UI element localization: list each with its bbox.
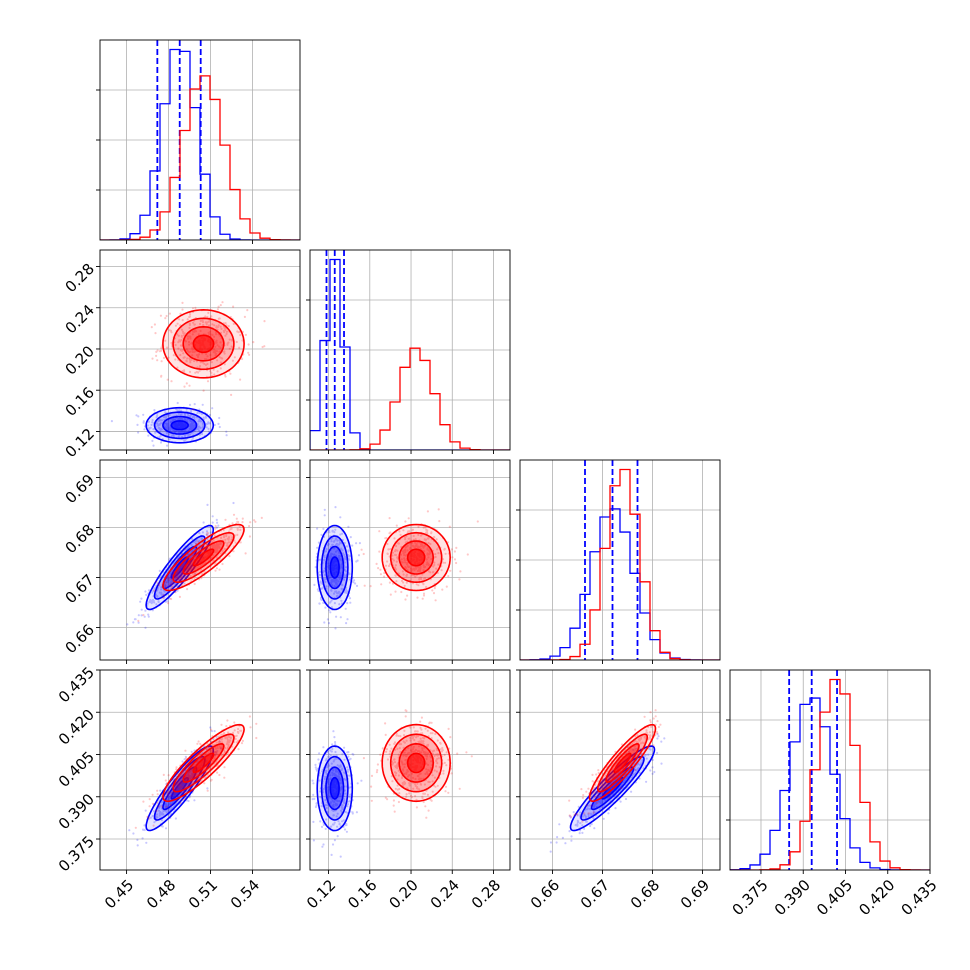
x-tick-label: 0.45 [101, 876, 137, 912]
diag-panel-1 [306, 249, 511, 454]
x-tick-label: 0.375 [729, 876, 772, 919]
y-tick-label: 0.69 [62, 471, 98, 507]
contour-level-0 [170, 420, 189, 431]
x-tick-label: 0.16 [344, 876, 380, 912]
diag-panel-0 [96, 39, 301, 244]
histogram-series-1 [310, 347, 510, 450]
contour-level-0 [329, 776, 340, 800]
panel-2-0 [96, 459, 301, 664]
histogram-series-0 [730, 697, 930, 870]
x-tick-label: 0.54 [227, 876, 263, 912]
y-tick-label: 0.390 [55, 790, 98, 833]
panel-plot-area [100, 460, 300, 660]
panel-plot-area [310, 670, 510, 870]
x-tick-label: 0.20 [385, 876, 421, 912]
panel-1-0 [96, 249, 301, 454]
diag-panel-3 [726, 669, 931, 874]
y-tick-label: 0.20 [62, 342, 98, 378]
x-tick-label: 0.48 [143, 876, 179, 912]
x-tick-label: 0.390 [771, 876, 814, 919]
x-tick-label: 0.67 [577, 876, 613, 912]
panel-plot-area [100, 40, 300, 240]
panel-plot-area [310, 460, 510, 660]
x-tick-label: 0.24 [427, 876, 463, 912]
x-tick-label: 0.66 [527, 876, 563, 912]
panel-frame [519, 669, 721, 871]
contour-level-1 [192, 548, 215, 567]
x-tick-label: 0.51 [185, 876, 221, 912]
y-tick-label: 0.67 [62, 571, 98, 607]
panel-frame [99, 459, 301, 661]
y-tick-label: 0.28 [62, 260, 98, 296]
y-tick-label: 0.68 [62, 521, 98, 557]
y-tick-label: 0.12 [62, 425, 98, 461]
x-tick-label: 0.420 [855, 876, 898, 919]
panel-3-2 [516, 669, 721, 874]
panel-frame [309, 459, 511, 661]
panel-plot-area [100, 670, 300, 870]
contour-level-1 [406, 548, 426, 567]
panel-3-0 [96, 669, 301, 874]
panel-plot-area [520, 460, 720, 660]
panel-3-1 [306, 669, 511, 874]
y-tick-label: 0.16 [62, 383, 98, 419]
panel-plot-area [310, 250, 510, 450]
panel-frame [99, 669, 301, 871]
y-tick-label: 0.375 [55, 832, 98, 875]
y-tick-label: 0.420 [55, 706, 98, 749]
y-tick-label: 0.24 [62, 301, 98, 337]
y-tick-label: 0.66 [62, 621, 98, 657]
panel-plot-area [520, 670, 720, 870]
histogram-series-1 [100, 75, 300, 240]
x-tick-label: 0.405 [813, 876, 856, 919]
contour-level-1 [192, 334, 215, 354]
x-tick-label: 0.28 [468, 876, 504, 912]
contour-level-0 [329, 556, 340, 579]
x-tick-label: 0.435 [898, 876, 941, 919]
x-tick-label: 0.69 [677, 876, 713, 912]
panel-plot-area [730, 670, 930, 870]
panel-2-1 [306, 459, 511, 664]
y-tick-label: 0.405 [55, 748, 98, 791]
histogram-series-1 [520, 468, 720, 660]
panel-plot-area [100, 250, 300, 450]
x-tick-label: 0.12 [303, 876, 339, 912]
y-tick-label: 0.435 [55, 663, 98, 706]
contour-level-1 [613, 752, 632, 774]
diag-panel-2 [516, 459, 721, 664]
histogram-series-0 [520, 508, 720, 660]
panel-frame [99, 249, 301, 451]
contour-level-1 [406, 752, 426, 774]
panel-frame [309, 669, 511, 871]
contour-level-1 [192, 752, 215, 774]
x-tick-label: 0.68 [627, 876, 663, 912]
